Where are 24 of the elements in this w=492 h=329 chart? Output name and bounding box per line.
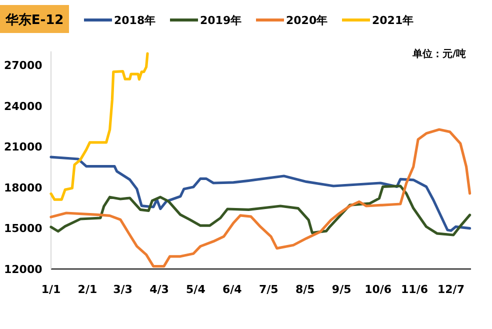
x-tick-label: 10/6 <box>364 283 392 296</box>
annotation: 单位：元/吨 <box>411 48 466 60</box>
y-tick-label: 21000 <box>4 140 43 154</box>
x-tick-label: 8/5 <box>295 283 315 296</box>
legend-label: 2021年 <box>372 14 414 27</box>
legend-label: 2020年 <box>286 14 328 27</box>
y-tick-label: 27000 <box>4 59 43 72</box>
y-tick-label: 24000 <box>4 100 43 113</box>
x-tick-label: 11/6 <box>401 283 428 296</box>
chart-title: 华东E-12 <box>4 12 64 28</box>
x-tick-label: 2/1 <box>78 283 98 296</box>
x-tick-label: 6/4 <box>222 283 242 296</box>
x-tick-label: 12/7 <box>438 283 464 296</box>
x-tick-label: 3/3 <box>113 283 132 296</box>
legend-label: 2018年 <box>114 14 156 27</box>
legend-label: 2019年 <box>200 14 242 27</box>
x-tick-label: 7/5 <box>258 283 278 296</box>
x-tick-label: 9/5 <box>332 283 352 296</box>
y-tick-label: 18000 <box>4 181 43 194</box>
y-tick-label: 12000 <box>4 263 43 276</box>
y-tick-label: 15000 <box>4 222 43 236</box>
x-tick-label: 4/3 <box>150 283 169 296</box>
x-tick-label: 5/4 <box>186 283 206 296</box>
x-tick-label: 1/1 <box>41 283 61 296</box>
